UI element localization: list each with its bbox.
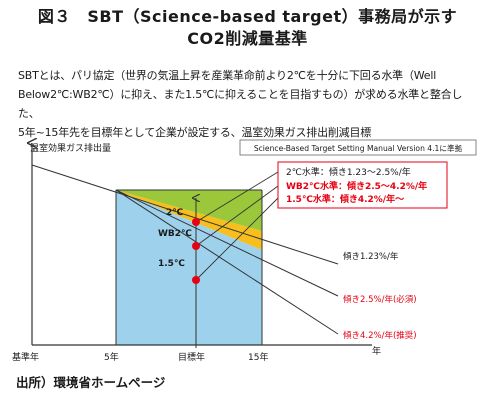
figure-title-line2: CO2削減量基準 (187, 29, 308, 48)
marker-2c (192, 218, 200, 226)
figure-title: 図３ SBT（Science-based target）事務局が示す CO2削減… (0, 6, 495, 50)
intro-text: SBTとは、パリ協定（世界の気温上昇を産業革命前より2℃を十分に下回る水準（We… (18, 66, 480, 142)
source-box-text: Science-Based Target Setting Manual Vers… (254, 143, 463, 153)
intro-line1: SBTとは、パリ協定（世界の気温上昇を産業革命前より2℃を十分に下回る水準（We… (18, 69, 437, 82)
zone-label-wb2c: WB2℃ (158, 229, 192, 239)
source-note: 出所）環境省ホームページ (16, 375, 166, 390)
callout-box (277, 161, 448, 209)
y-axis-label: 温室効果ガス排出量 (30, 142, 111, 154)
x-label-target-year: 目標年 (178, 351, 205, 363)
slope-line-3 (115, 189, 339, 335)
callout-line-1: 2℃水準：傾き1.23～2.5%/年 (286, 166, 411, 178)
marker-wb2c (192, 242, 200, 250)
leader-line-1 (195, 171, 279, 223)
intro-line3: 5年~15年先を目標年として企業が設定する、温室効果ガス排出削減目標 (18, 126, 372, 139)
slope-label-3: 傾き4.2%/年(推奨) (343, 330, 417, 341)
leader-line-3 (195, 197, 279, 281)
zone-2c (116, 190, 262, 231)
intro-line2: Below2℃:WB2℃）に抑え、また1.5℃に抑えることを目指すもの）が求める… (18, 88, 463, 120)
slope-line-1 (31, 164, 339, 265)
zone-label-2c: 2℃ (166, 208, 183, 218)
x-label-15y: 15年 (248, 351, 268, 363)
marker-1-5c (192, 276, 200, 284)
callout-line-3: 1.5℃水準：傾き4.2%/年～ (286, 193, 404, 205)
slope-label-2: 傾き2.5%/年(必須) (343, 294, 417, 305)
x-axis-unit: 年 (372, 345, 381, 357)
x-label-base-year: 基準年 (12, 351, 39, 363)
figure-title-line1: 図３ SBT（Science-based target）事務局が示す (37, 7, 458, 26)
slope-line-2 (115, 189, 339, 297)
x-label-5y: 5年 (104, 351, 119, 363)
zone-wb2c (116, 190, 262, 250)
leader-line-2 (195, 185, 279, 247)
callout-line-2: WB2℃水準：傾き2.5～4.2%/年 (286, 180, 427, 192)
slope-label-1: 傾き1.23%/年 (343, 251, 399, 262)
source-box (239, 139, 477, 156)
zone-1-5c (116, 190, 262, 345)
zone-label-1-5c: 1.5℃ (158, 259, 185, 269)
